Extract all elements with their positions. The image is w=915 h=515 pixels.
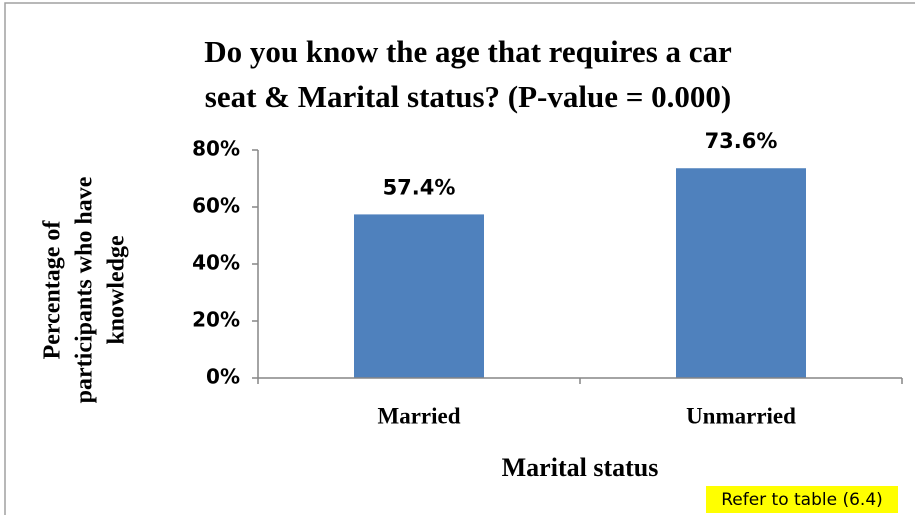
y-axis-label: Percentage of participants who have know… (40, 176, 130, 403)
x-axis-label: Marital status (502, 453, 659, 482)
annotation-highlight (706, 486, 898, 513)
x-tick-label: Married (377, 403, 460, 428)
chart-border (4, 2, 915, 515)
y-axis-label-line: knowledge (104, 235, 130, 345)
chart-title: seat & Marital status? (P-value = 0.000) (205, 79, 732, 114)
y-tick-label: 40% (192, 251, 240, 275)
y-axis-label-line: Percentage of (40, 220, 66, 360)
y-tick-label: 80% (192, 137, 240, 161)
y-tick-label: 0% (206, 365, 240, 389)
y-axis-label-line: participants who have (72, 176, 98, 403)
bar (354, 214, 484, 378)
y-tick-label: 60% (192, 194, 240, 218)
data-label: 73.6% (705, 129, 778, 153)
bar (676, 168, 806, 378)
data-label: 57.4% (383, 175, 456, 199)
x-tick-label: Unmarried (686, 403, 796, 428)
chart-title: Do you know the age that requires a car (204, 34, 732, 69)
y-tick-label: 20% (192, 308, 240, 332)
annotation: Refer to table (6.4) (721, 490, 883, 510)
